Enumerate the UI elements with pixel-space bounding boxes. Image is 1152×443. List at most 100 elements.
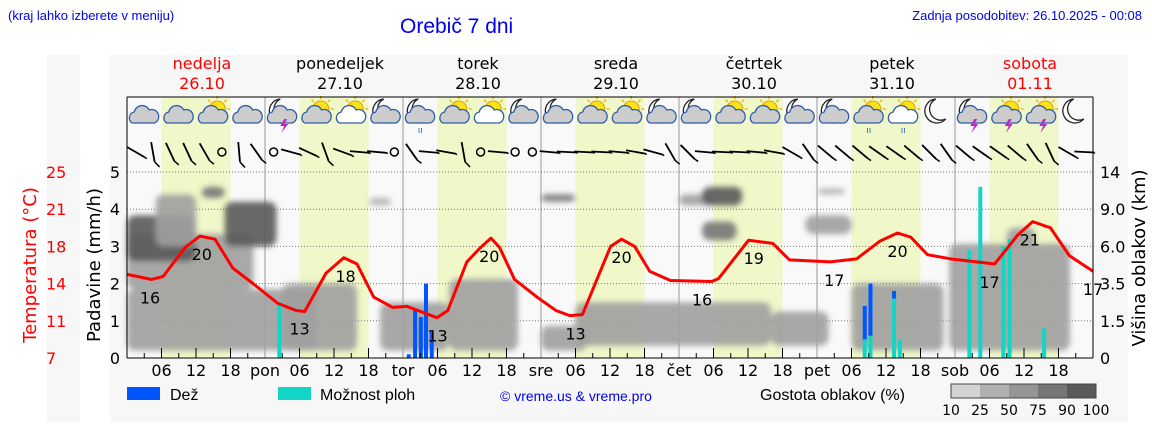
showers-bar bbox=[967, 250, 972, 358]
day-name: torek bbox=[457, 54, 499, 73]
wind-barb-icon bbox=[460, 141, 471, 168]
cloud-density-swatch bbox=[1067, 384, 1096, 398]
cloud-density-tick: 10 bbox=[942, 403, 960, 419]
wind-barb-icon bbox=[1007, 144, 1027, 162]
wind-barb-icon bbox=[574, 150, 596, 154]
hour-tick-label: 18 bbox=[634, 361, 654, 380]
wind-barb-shaft bbox=[763, 149, 784, 155]
wind-barb-icon bbox=[349, 150, 371, 155]
hour-tick-label: 12 bbox=[600, 361, 620, 380]
temp-axis-title: Temperatura (°C) bbox=[20, 187, 41, 344]
precip-tick-label: 2 bbox=[110, 275, 120, 294]
hour-tick-label: 06 bbox=[841, 361, 861, 380]
temperature-label: 19 bbox=[744, 249, 764, 268]
wind-barb-icon bbox=[591, 150, 613, 154]
wind-barb-icon bbox=[165, 142, 180, 166]
sun-ray bbox=[1051, 99, 1055, 103]
showers-bar bbox=[1042, 328, 1047, 358]
cloud-density-swatch bbox=[980, 384, 1009, 398]
wind-barb-icon bbox=[989, 145, 1010, 161]
wind-barb-icon bbox=[625, 149, 648, 156]
temp-tick-label: 18 bbox=[46, 237, 66, 256]
hour-tick-label: 06 bbox=[289, 361, 309, 380]
night-thunder-icon bbox=[956, 98, 988, 133]
cloud-area bbox=[224, 201, 277, 247]
wind-barb-tick bbox=[662, 154, 665, 157]
sun-ray bbox=[913, 99, 917, 103]
cloud-height-tick-label: 3.5 bbox=[1100, 275, 1125, 294]
wind-barb-shaft bbox=[487, 150, 508, 154]
wind-barb-icon bbox=[249, 143, 267, 164]
calm-wind-icon bbox=[527, 147, 538, 157]
hour-tick-label: 18 bbox=[910, 361, 930, 380]
wind-barb-icon bbox=[182, 142, 197, 166]
cloud-density-swatch bbox=[1009, 384, 1038, 398]
sun-ray bbox=[637, 99, 641, 103]
wind-barb-icon bbox=[903, 144, 924, 162]
cloud-area bbox=[805, 215, 852, 234]
temperature-label: 20 bbox=[479, 247, 499, 266]
wind-barb-shaft bbox=[939, 143, 953, 161]
day-date: 26.10 bbox=[179, 74, 225, 93]
temp-tick-label: 7 bbox=[46, 349, 56, 368]
calm-wind-icon bbox=[268, 147, 279, 157]
cloud-area bbox=[368, 198, 392, 206]
cloud-icon bbox=[439, 104, 470, 124]
cloud-height-tick-label: 14 bbox=[1100, 163, 1120, 182]
wind-barb-icon bbox=[972, 145, 993, 161]
sun-ray bbox=[311, 99, 315, 103]
night-cloudy-icon bbox=[818, 98, 850, 124]
day-name: nedelja bbox=[173, 54, 232, 73]
lightning-icon bbox=[970, 119, 979, 133]
cloud-icon bbox=[853, 104, 884, 124]
wind-barb-tick bbox=[154, 161, 161, 168]
showers-bar bbox=[1007, 238, 1012, 358]
partly-sunny-icon bbox=[749, 96, 783, 124]
sun-ray bbox=[1035, 99, 1039, 103]
wind-barb-tick bbox=[1022, 157, 1027, 162]
cloud-icon bbox=[128, 104, 160, 124]
wind-barb-icon bbox=[746, 150, 768, 155]
lightning-icon bbox=[1004, 119, 1013, 133]
temperature-label: 20 bbox=[192, 245, 212, 264]
sun-ray bbox=[223, 99, 227, 103]
wind-barb-tick bbox=[970, 157, 975, 162]
showers-bar bbox=[978, 186, 983, 358]
wind-barb-icon bbox=[198, 142, 215, 165]
cloud-icon bbox=[301, 104, 332, 124]
wind-barb-shaft bbox=[436, 149, 457, 155]
cloud-icon bbox=[266, 104, 298, 124]
cloud-area bbox=[575, 302, 771, 346]
cloud-icon bbox=[163, 104, 194, 124]
sun-ray bbox=[327, 99, 331, 103]
night-cloudy-icon bbox=[508, 98, 539, 124]
day-date: 31.10 bbox=[869, 74, 915, 93]
page-title: Orebič 7 dni bbox=[400, 15, 514, 38]
wind-barb-shaft bbox=[885, 145, 904, 159]
partly-sunny-icon bbox=[577, 96, 610, 124]
copyright-link[interactable]: © vreme.us & vreme.pro bbox=[500, 388, 652, 404]
wind-barb-shaft bbox=[989, 145, 1007, 159]
wind-barb-tick bbox=[935, 158, 941, 163]
wind-barb-icon bbox=[539, 150, 561, 155]
cloud-icon bbox=[715, 104, 746, 124]
showers-bar bbox=[1001, 246, 1006, 358]
wind-barb-icon bbox=[280, 148, 303, 157]
sun-ray bbox=[1017, 99, 1021, 103]
cloud-icon bbox=[991, 104, 1022, 124]
night-rain-icon: ıı bbox=[404, 98, 436, 136]
temperature-label: 13 bbox=[289, 319, 309, 338]
temp-axis-panel bbox=[47, 55, 80, 422]
wind-barb-shaft bbox=[801, 143, 815, 161]
cloud-density-swatch bbox=[1038, 384, 1067, 398]
moon-icon bbox=[924, 98, 947, 124]
wind-barb-shaft bbox=[126, 146, 145, 158]
wind-barb-tick bbox=[674, 160, 681, 165]
wind-barb-shaft bbox=[405, 143, 419, 161]
sun-ray bbox=[725, 99, 729, 103]
wind-barb-shaft bbox=[182, 142, 193, 162]
wind-barb-shaft bbox=[972, 145, 990, 159]
wind-barb-shaft bbox=[746, 150, 767, 154]
day-name: četrtek bbox=[726, 54, 784, 73]
hour-tick-label: 18 bbox=[358, 361, 378, 380]
